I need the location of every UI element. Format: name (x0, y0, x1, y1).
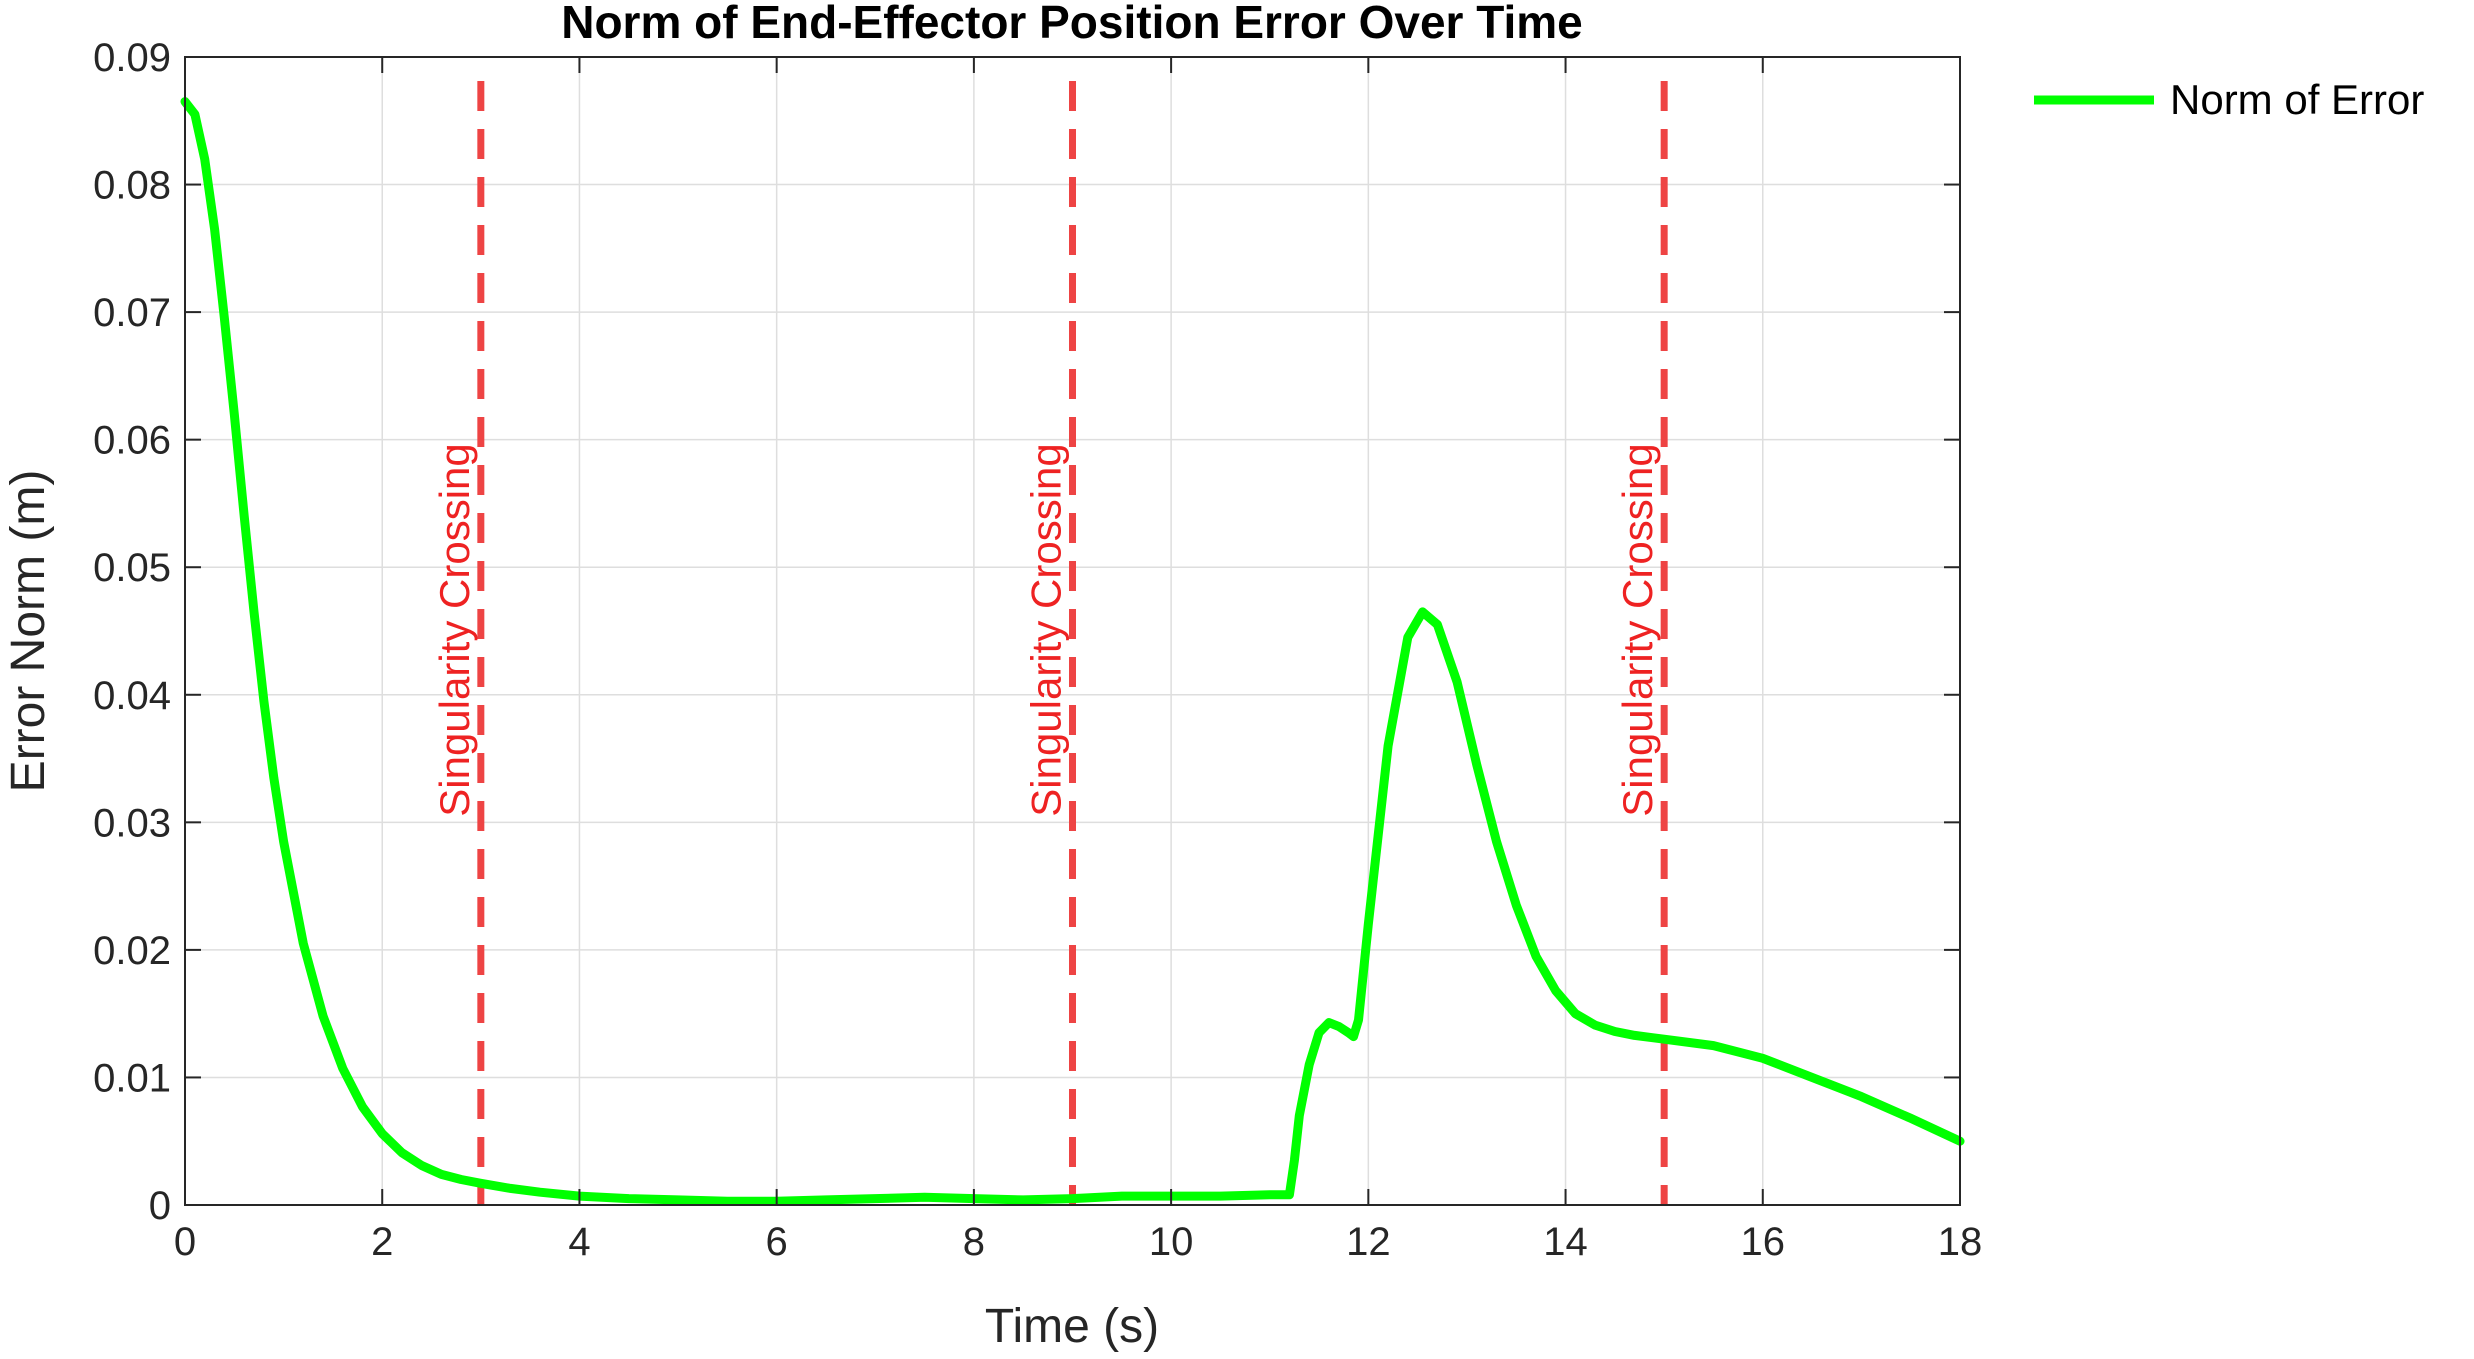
singularity-label: Singularity Crossing (431, 443, 478, 817)
y-tick-label: 0.08 (93, 164, 171, 208)
series-lines (180, 97, 1965, 1206)
chart-title: Norm of End-Effector Position Error Over… (561, 0, 1583, 48)
x-axis-ticks: 0 2 4 6 8 10 12 14 16 18 (174, 57, 1982, 1264)
y-tick-label: 0.04 (93, 674, 171, 718)
y-tick-label: 0 (149, 1184, 171, 1228)
x-tick-label: 2 (371, 1220, 393, 1264)
x-tick-label: 8 (963, 1220, 985, 1264)
x-tick-label: 12 (1346, 1220, 1391, 1264)
x-tick-label: 18 (1938, 1220, 1983, 1264)
x-tick-label: 10 (1149, 1220, 1194, 1264)
singularity-label: Singularity Crossing (1614, 443, 1661, 817)
y-axis-ticks: 0 0.01 0.02 0.03 0.04 0.05 0.06 0.07 0.08 0.09 (93, 36, 1960, 1228)
y-tick-label: 0.07 (93, 291, 171, 335)
y-tick-label: 0.06 (93, 419, 171, 463)
y-tick-label: 0.03 (93, 801, 171, 845)
singularity-markers: Singularity Crossing Singularity Crossing… (431, 81, 1668, 1205)
y-tick-label: 0.05 (93, 546, 171, 590)
plot-frame (184, 56, 1961, 1206)
x-tick-label: 14 (1543, 1220, 1588, 1264)
x-tick-label: 0 (174, 1220, 196, 1264)
y-tick-label: 0.02 (93, 929, 171, 973)
x-tick-label: 4 (568, 1220, 590, 1264)
singularity-label: Singularity Crossing (1023, 443, 1070, 817)
series-line (180, 97, 1965, 1206)
y-tick-label: 0.09 (93, 36, 171, 80)
legend: Norm of Error (2034, 76, 2424, 123)
y-axis-label: Error Norm (m) (2, 470, 55, 793)
y-tick-label: 0.01 (93, 1056, 171, 1100)
x-axis-label: Time (s) (985, 1300, 1159, 1353)
x-tick-label: 16 (1741, 1220, 1786, 1264)
x-tick-label: 6 (766, 1220, 788, 1264)
legend-label: Norm of Error (2170, 76, 2424, 123)
